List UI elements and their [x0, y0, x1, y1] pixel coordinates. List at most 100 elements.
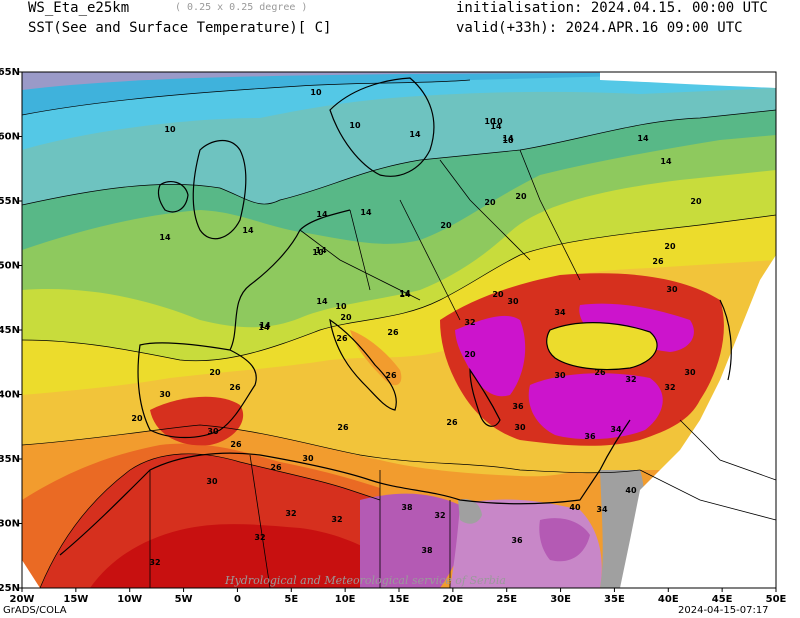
lon-tick-label: 30E	[550, 594, 571, 605]
anatolia-34	[528, 373, 663, 440]
contour-label: 30	[206, 477, 218, 486]
lon-tick-label: 50E	[766, 594, 787, 605]
contour-label: 20	[690, 197, 702, 206]
iso-26	[21, 424, 641, 474]
lon-tick-label: 20W	[10, 594, 35, 605]
libya-masked	[458, 499, 482, 524]
france-coast	[229, 209, 351, 351]
border-9	[249, 454, 271, 589]
contour-label: 14	[637, 134, 649, 143]
lon-tick-label: 45E	[712, 594, 733, 605]
lon-tick-label: 40E	[658, 594, 679, 605]
contour-label: 30	[666, 285, 678, 294]
africa-coast	[59, 452, 601, 556]
contour-label: 20	[131, 414, 143, 423]
contour-label: 14	[660, 157, 672, 166]
contour-label: 36	[584, 432, 596, 441]
libya-36	[360, 493, 464, 588]
model-name: WS_Eta_e25km	[28, 0, 130, 16]
field-title: SST(See and Surface Temperature)[ C]	[28, 20, 332, 36]
lon-tick-label: 15W	[63, 594, 88, 605]
contour-label: 10	[484, 117, 496, 126]
border-4	[439, 159, 531, 261]
isotherms	[21, 79, 777, 589]
grid-resolution: ( 0.25 x 0.25 degree )	[175, 2, 308, 13]
border-3	[399, 199, 461, 321]
contour-label: 14	[316, 210, 328, 219]
contour-label: 30	[207, 427, 219, 436]
adriatic	[350, 330, 402, 386]
lat-tick-label: 45N	[0, 325, 20, 336]
lat-tick-label: 50N	[0, 261, 20, 272]
domain-mask-sw	[22, 560, 40, 588]
contour-label: 20	[484, 198, 496, 207]
lon-tick-label: 5E	[284, 594, 298, 605]
contour-label: 20	[340, 313, 352, 322]
country-borders	[149, 149, 777, 589]
contour-label: 40	[625, 486, 637, 495]
contour-label: 26	[652, 257, 664, 266]
med-sea	[248, 389, 600, 477]
init-time: initialisation: 2024.04.15. 00:00 UTC	[456, 0, 768, 16]
contour-label: 40	[569, 503, 581, 512]
lon-tick-label: 35E	[604, 594, 625, 605]
contour-label: 38	[421, 546, 433, 555]
sst-field	[22, 72, 776, 588]
contour-label: 20	[664, 242, 676, 251]
contour-label: 20	[464, 350, 476, 359]
contour-label: 26	[336, 334, 348, 343]
contour-label: 26	[387, 328, 399, 337]
lat-tick-label: 35N	[0, 454, 20, 465]
contour-label: 14	[242, 226, 254, 235]
contour-label: 30	[554, 371, 566, 380]
contour-label: 14	[259, 321, 271, 330]
contour-label: 34	[610, 425, 622, 434]
border-1	[299, 229, 421, 301]
contour-label: 14	[502, 134, 514, 143]
lat-tick-label: 25N	[0, 583, 20, 594]
contour-label: 26	[229, 383, 241, 392]
lat-tick-label: 60N	[0, 132, 20, 143]
footer-left: GrADS/COLA	[3, 605, 67, 616]
lon-tick-label: 10E	[335, 594, 356, 605]
iso-10	[21, 79, 471, 116]
border-11	[679, 419, 777, 481]
axes: 20W 15W 10W 5W 0 5E 10E 15E 20E 25E 30E 35E 40E 45E 50…	[0, 67, 787, 605]
scandinavia-coast	[329, 77, 435, 177]
contour-label: 26	[446, 418, 458, 427]
watermark: Hydrological and Meteorological service …	[224, 574, 506, 587]
band-32	[90, 524, 380, 588]
contour-label: 32	[664, 383, 675, 392]
lat-tick-label: 55N	[0, 196, 20, 207]
lat-tick-label: 65N	[0, 67, 20, 78]
contour-label: 20	[440, 221, 452, 230]
iberia-coast	[137, 342, 257, 439]
valid-time: valid(+33h): 2024.APR.16 09:00 UTC	[456, 20, 743, 36]
contour-label: 26	[230, 440, 242, 449]
contour-label: 20	[209, 368, 221, 377]
contour-label: 14	[258, 323, 270, 332]
contour-label: 14	[399, 290, 411, 299]
contour-label: 26	[385, 371, 397, 380]
contour-label: 10	[310, 88, 322, 97]
ireland-coast	[157, 181, 189, 213]
border-2	[349, 209, 371, 291]
contour-label: 10	[491, 117, 503, 126]
footer-right: 2024-04-15-07:17	[678, 605, 769, 616]
contour-label: 14	[316, 297, 328, 306]
contour-label: 26	[594, 368, 606, 377]
lon-tick-label: 15E	[389, 594, 410, 605]
contour-label: 32	[254, 533, 265, 542]
contour-label: 26	[270, 463, 282, 472]
contour-label: 32	[625, 375, 636, 384]
contour-label: 26	[337, 423, 349, 432]
contour-label: 32	[464, 318, 475, 327]
domain-mask-east	[620, 255, 776, 588]
contour-label: 10	[502, 136, 514, 145]
contour-label: 38	[401, 503, 413, 512]
domain-mask-ne	[600, 72, 776, 88]
contour-label: 10	[312, 248, 324, 257]
iso-30	[39, 453, 381, 589]
lon-tick-label: 10W	[117, 594, 142, 605]
